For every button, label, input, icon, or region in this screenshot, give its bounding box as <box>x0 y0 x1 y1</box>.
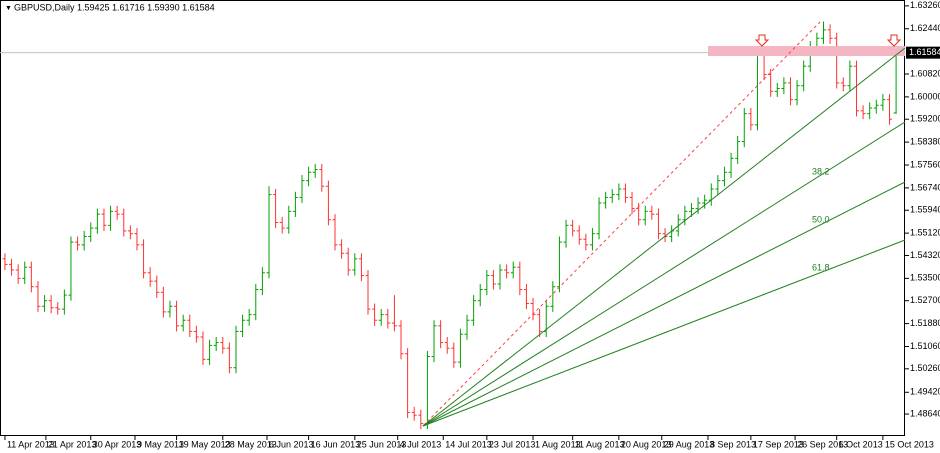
price-label-box <box>906 46 940 59</box>
y-tick-label: 1.63260 <box>910 0 940 10</box>
fan-line <box>422 181 906 427</box>
chart-title: GBPUSD,Daily 1.59425 1.61716 1.59390 1.6… <box>14 2 215 12</box>
fan-line <box>422 47 906 427</box>
fan-label: 61.8 <box>812 262 830 272</box>
arrow-down <box>886 34 902 47</box>
x-tick-label: 9 May 2013 <box>137 439 184 449</box>
y-tick-label: 1.51880 <box>910 318 940 328</box>
y-tick-label: 1.55940 <box>910 205 940 215</box>
x-tick-label: 11 Aug 2013 <box>575 439 625 449</box>
y-tick-label: 1.60000 <box>910 91 940 101</box>
y-tick-label: 1.58380 <box>910 136 940 146</box>
x-tick-label: 4 Jul 2013 <box>400 439 442 449</box>
x-tick-label: 15 Oct 2013 <box>885 439 934 449</box>
trend-line <box>422 21 821 427</box>
x-tick-label: 14 Jul 2013 <box>445 439 492 449</box>
x-tick-label: 17 Sep 2013 <box>753 439 804 449</box>
y-tick-label: 1.50260 <box>910 363 940 373</box>
x-tick-label: 1 Aug 2013 <box>535 439 581 449</box>
x-tick-label: 20 Aug 2013 <box>621 439 672 449</box>
y-tick-label: 1.56740 <box>910 182 940 192</box>
y-tick-label: 1.57560 <box>910 159 940 169</box>
y-tick-label: 1.62440 <box>910 23 940 33</box>
x-tick-label: 28 May 2013 <box>225 439 277 449</box>
plot-frame <box>0 0 905 436</box>
fan-line <box>422 239 906 427</box>
y-tick-label: 1.54320 <box>910 250 940 260</box>
y-tick-label: 1.55120 <box>910 228 940 238</box>
x-tick-label: 21 Apr 2013 <box>48 439 97 449</box>
fan-label: 50.0 <box>812 214 830 224</box>
x-tick-label: 8 Sep 2013 <box>710 439 756 449</box>
x-tick-label: 16 Jun 2013 <box>311 439 361 449</box>
x-tick-label: 30 Apr 2013 <box>93 439 142 449</box>
y-tick-label: 1.48640 <box>910 408 940 418</box>
x-tick-label: 23 Jul 2013 <box>489 439 536 449</box>
x-tick-label: 6 Oct 2013 <box>839 439 883 449</box>
fan-line <box>422 121 906 427</box>
drawn-objects: 38.2 50.0 61.8 <box>422 21 906 427</box>
x-tick-label: 19 May 2013 <box>179 439 231 449</box>
y-tick-label: 1.60820 <box>910 68 940 78</box>
x-tick-label: 29 Aug 2013 <box>664 439 715 449</box>
y-tick-label: 1.49420 <box>910 387 940 397</box>
x-tick-label: 11 Apr 2013 <box>7 439 55 449</box>
resistance-zone <box>708 46 905 56</box>
price-label: 1.61584 <box>909 47 940 57</box>
x-tick-label: 6 Jun 2013 <box>269 439 314 449</box>
y-tick-label: 1.51060 <box>910 341 940 351</box>
y-tick-label: 1.53500 <box>910 273 940 283</box>
x-tick-label: 26 Sep 2013 <box>797 439 848 449</box>
x-tick-label: 25 Jun 2013 <box>357 439 407 449</box>
fan-label: 38.2 <box>812 166 830 176</box>
y-tick-label: 1.59200 <box>910 114 940 124</box>
y-tick-label: 1.52700 <box>910 295 940 305</box>
arrow-down <box>754 34 770 47</box>
title-arrow: ▼ <box>5 5 12 12</box>
